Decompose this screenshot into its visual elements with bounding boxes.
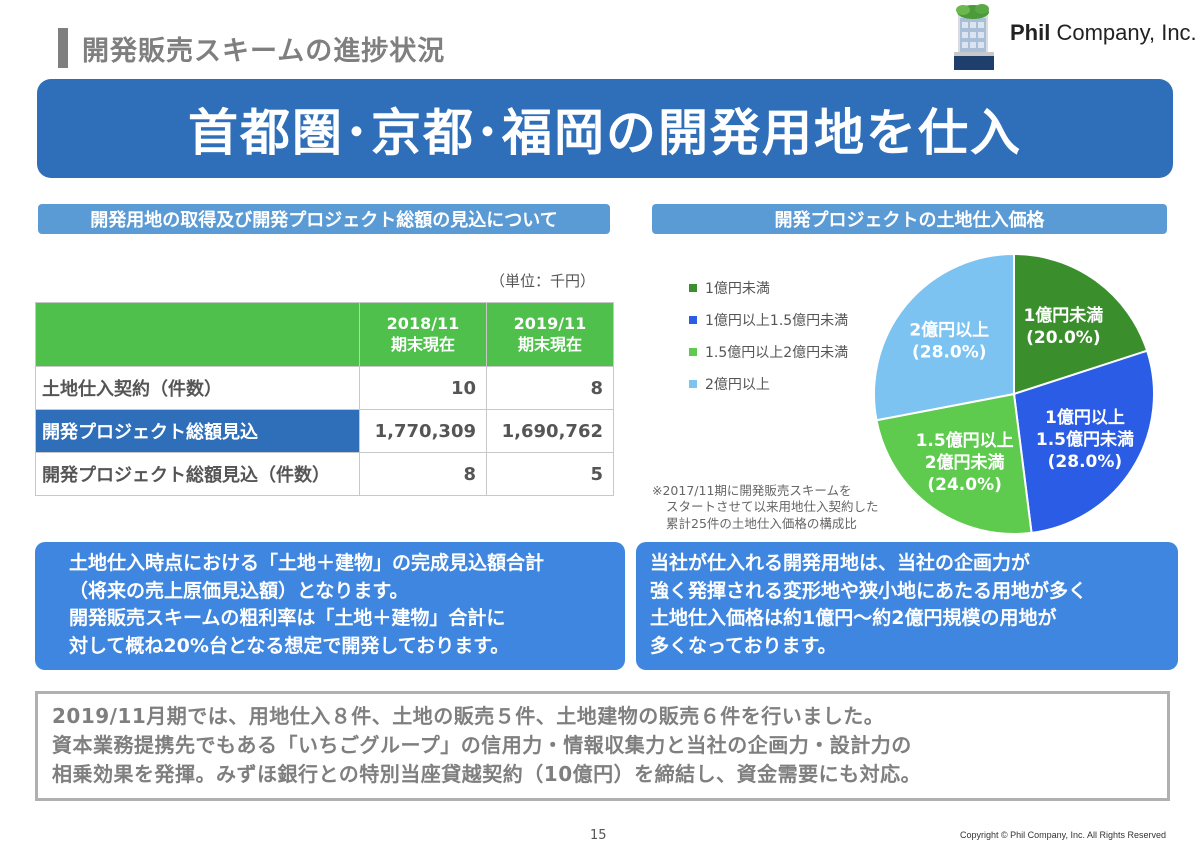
chart-heading: 開発プロジェクトの土地仕入価格 bbox=[652, 204, 1167, 234]
legend-swatch bbox=[689, 316, 697, 324]
title-banner: 首都圏･京都･福岡の開発用地を仕入 bbox=[37, 79, 1173, 178]
callout-line: 土地仕入価格は約1億円～約2億円規模の用地が bbox=[650, 607, 1057, 630]
building-icon bbox=[954, 4, 994, 70]
table-header-blank bbox=[35, 302, 360, 367]
legend-swatch bbox=[689, 284, 697, 292]
row-label: 土地仕入契約（件数） bbox=[35, 366, 360, 410]
chart-note: ※2017/11期に開発販売スキームを スタートさせて以来用地仕入契約した 累計… bbox=[652, 483, 879, 532]
chart-legend: 1億円未満 1億円以上1.5億円未満 1.5億円以上2億円未満 2億円以上 bbox=[689, 272, 848, 400]
company-name: Phil Company, Inc. bbox=[1010, 20, 1197, 45]
cell-value: 8 bbox=[359, 452, 487, 496]
section-heading: 開発販売スキームの進捗状況 bbox=[58, 28, 445, 68]
summary-line: 資本業務提携先でもある「いちごグループ」の信用力・情報収集力と当社の企画力・設計… bbox=[52, 733, 912, 757]
legend-item: 1億円以上1.5億円未満 bbox=[689, 304, 848, 336]
banner-title: 首都圏･京都･福岡の開発用地を仕入 bbox=[188, 103, 1022, 162]
legend-item: 1億円未満 bbox=[689, 272, 848, 304]
project-table: 2018/11 期末現在 2019/11 期末現在 土地仕入契約（件数） 10 8 … bbox=[35, 302, 614, 496]
section-title: 開発販売スキームの進捗状況 bbox=[82, 35, 446, 67]
cell-value: 10 bbox=[359, 366, 487, 410]
legend-swatch bbox=[689, 380, 697, 388]
cell-value: 1,690,762 bbox=[486, 409, 614, 453]
legend-label: 2億円以上 bbox=[705, 377, 770, 393]
pie-slice bbox=[1012, 349, 1155, 535]
callout-line: 対して概ね20%台となる想定で開発しております。 bbox=[69, 634, 510, 657]
note-line: スタートさせて以来用地仕入契約した bbox=[666, 499, 879, 515]
legend-swatch bbox=[689, 348, 697, 356]
pie-chart: 1億円未満(20.0%) 1億円以上 1.5億円未満(28.0%) 1.5億円以上 2億… bbox=[873, 252, 1155, 535]
pie-slice-label: 1億円以上 1.5億円未満(28.0%) bbox=[1036, 407, 1134, 472]
pie-slice-label: 2億円以上(28.0%) bbox=[909, 319, 989, 362]
pie-slice bbox=[873, 252, 1015, 422]
summary-line: 2019/11月期では、用地仕入８件、土地の販売５件、土地建物の販売６件を行いま… bbox=[52, 704, 885, 728]
copyright: Copyright © Phil Company, Inc. All Right… bbox=[960, 830, 1167, 840]
unit-label: （単位：千円） bbox=[490, 272, 596, 290]
summary-line: 相乗効果を発揮。みずほ銀行との特別当座貸越契約（10億円）を締結し、資金需要にも… bbox=[52, 762, 922, 786]
callout-left: 土地仕入時点における「土地＋建物」の完成見込額合計 （将来の売上原価見込額）とな… bbox=[35, 542, 625, 670]
legend-item: 2億円以上 bbox=[689, 368, 848, 400]
legend-label: 1億円未満 bbox=[705, 281, 770, 297]
pie-slice-label: 1.5億円以上 2億円未満(24.0%) bbox=[916, 430, 1014, 495]
callout-line: 多くなっております。 bbox=[650, 634, 837, 657]
pie-slice bbox=[875, 392, 1033, 535]
table-row: 土地仕入契約（件数） 10 8 bbox=[35, 366, 614, 410]
callout-line: （将来の売上原価見込額）となります。 bbox=[69, 579, 409, 602]
table-heading: 開発用地の取得及び開発プロジェクト総額の見込について bbox=[38, 204, 610, 234]
callout-right: 当社が仕入れる開発用地は、当社の企画力が 強く発揮される変形地や狭小地にあたる用… bbox=[636, 542, 1178, 670]
legend-label: 1億円以上1.5億円未満 bbox=[705, 313, 849, 329]
page-number: 15 bbox=[590, 828, 607, 843]
callout-line: 強く発揮される変形地や狭小地にあたる用地が多く bbox=[650, 579, 1088, 602]
column-header-2018: 2018/11 期末現在 bbox=[359, 302, 487, 367]
pie-slice bbox=[1013, 252, 1149, 396]
cell-value: 8 bbox=[486, 366, 614, 410]
row-label: 開発プロジェクト総額見込 bbox=[35, 409, 360, 453]
callout-line: 当社が仕入れる開発用地は、当社の企画力が bbox=[650, 552, 1031, 574]
column-header-2019: 2019/11 期末現在 bbox=[486, 302, 614, 367]
table-row: 開発プロジェクト総額見込（件数） 8 5 bbox=[35, 452, 614, 496]
pie-slice-label: 1億円未満(20.0%) bbox=[1023, 305, 1103, 348]
table-header-row: 2018/11 期末現在 2019/11 期末現在 bbox=[35, 302, 614, 367]
section-heading-bar bbox=[58, 28, 68, 68]
row-label: 開発プロジェクト総額見込（件数） bbox=[35, 452, 360, 496]
callout-line: 土地仕入時点における「土地＋建物」の完成見込額合計 bbox=[69, 552, 545, 574]
table-row: 開発プロジェクト総額見込 1,770,309 1,690,762 bbox=[35, 409, 614, 453]
cell-value: 1,770,309 bbox=[359, 409, 487, 453]
summary-box: 2019/11月期では、用地仕入８件、土地の販売５件、土地建物の販売６件を行いま… bbox=[35, 691, 1170, 801]
note-line: ※2017/11期に開発販売スキームを bbox=[652, 483, 852, 498]
legend-item: 1.5億円以上2億円未満 bbox=[689, 336, 848, 368]
callout-line: 開発販売スキームの粗利率は「土地＋建物」合計に bbox=[69, 607, 506, 630]
note-line: 累計25件の土地仕入価格の構成比 bbox=[666, 515, 857, 531]
cell-value: 5 bbox=[486, 452, 614, 496]
legend-label: 1.5億円以上2億円未満 bbox=[705, 345, 849, 361]
company-logo: Phil Company, Inc. bbox=[948, 0, 1197, 72]
